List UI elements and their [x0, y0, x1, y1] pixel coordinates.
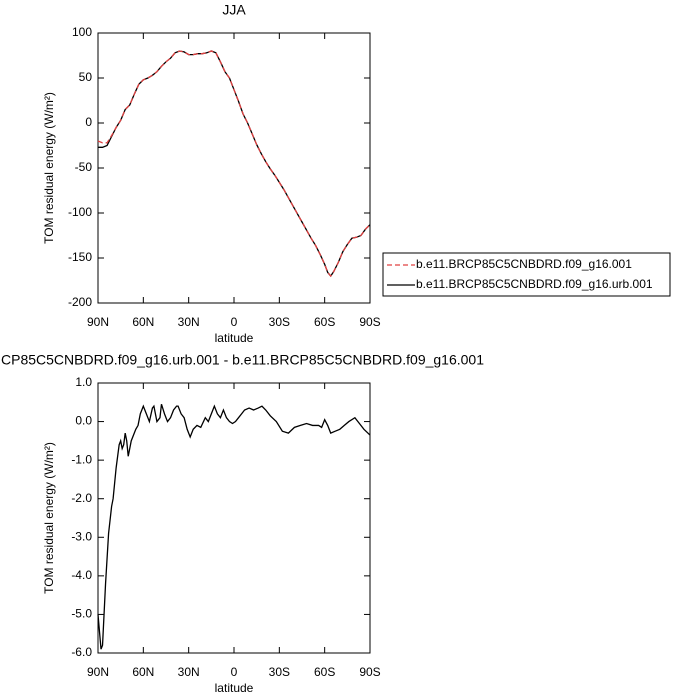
y-tick-label: -150 [68, 250, 92, 264]
x-tick-label: 30S [269, 315, 290, 329]
x-tick-label: 30S [269, 665, 290, 679]
data-line [97, 404, 371, 650]
x-tick-label: 90N [87, 665, 109, 679]
y-tick-label: 50 [79, 70, 93, 84]
y-tick-label: 0 [85, 115, 92, 129]
chart-title: JJA [222, 2, 246, 18]
plot-frame [97, 32, 371, 304]
x-tick-label: 60N [132, 665, 154, 679]
y-tick-label: -200 [68, 295, 92, 309]
x-tick-label: 30N [178, 665, 200, 679]
x-tick-label: 60S [314, 665, 335, 679]
x-axis-label: latitude [215, 681, 254, 695]
data-line [97, 50, 371, 278]
x-tick-label: 90S [359, 665, 380, 679]
x-tick-label: 90S [359, 315, 380, 329]
y-tick-label: -4.0 [71, 568, 92, 582]
x-tick-label: 30N [178, 315, 200, 329]
x-axis-label: latitude [215, 331, 254, 345]
y-tick-label: 100 [72, 25, 92, 39]
y-tick-label: -6.0 [71, 645, 92, 659]
legend-box [382, 252, 671, 297]
y-tick-label: -2.0 [71, 491, 92, 505]
y-tick-label: -1.0 [71, 452, 92, 466]
y-tick-label: -100 [68, 205, 92, 219]
x-tick-label: 90N [87, 315, 109, 329]
legend-label: b.e11.BRCP85C5CNBDRD.f09_g16.urb.001 [416, 277, 653, 291]
x-tick-label: 60N [132, 315, 154, 329]
x-tick-label: 0 [231, 665, 238, 679]
legend-label: b.e11.BRCP85C5CNBDRD.f09_g16.001 [416, 257, 632, 271]
y-axis-label: TOM residual energy (W/m²) [42, 442, 56, 594]
y-tick-label: -3.0 [71, 529, 92, 543]
y-tick-label: -5.0 [71, 607, 92, 621]
y-tick-label: 1.0 [75, 375, 92, 389]
x-tick-label: 0 [231, 315, 238, 329]
x-tick-label: 60S [314, 315, 335, 329]
chart-title: CP85C5CNBDRD.f09_g16.urb.001 - b.e11.BRC… [1, 352, 484, 368]
y-axis-label: TOM residual energy (W/m²) [42, 92, 56, 244]
y-tick-label: 0.0 [75, 414, 92, 428]
y-tick-label: -50 [75, 160, 93, 174]
